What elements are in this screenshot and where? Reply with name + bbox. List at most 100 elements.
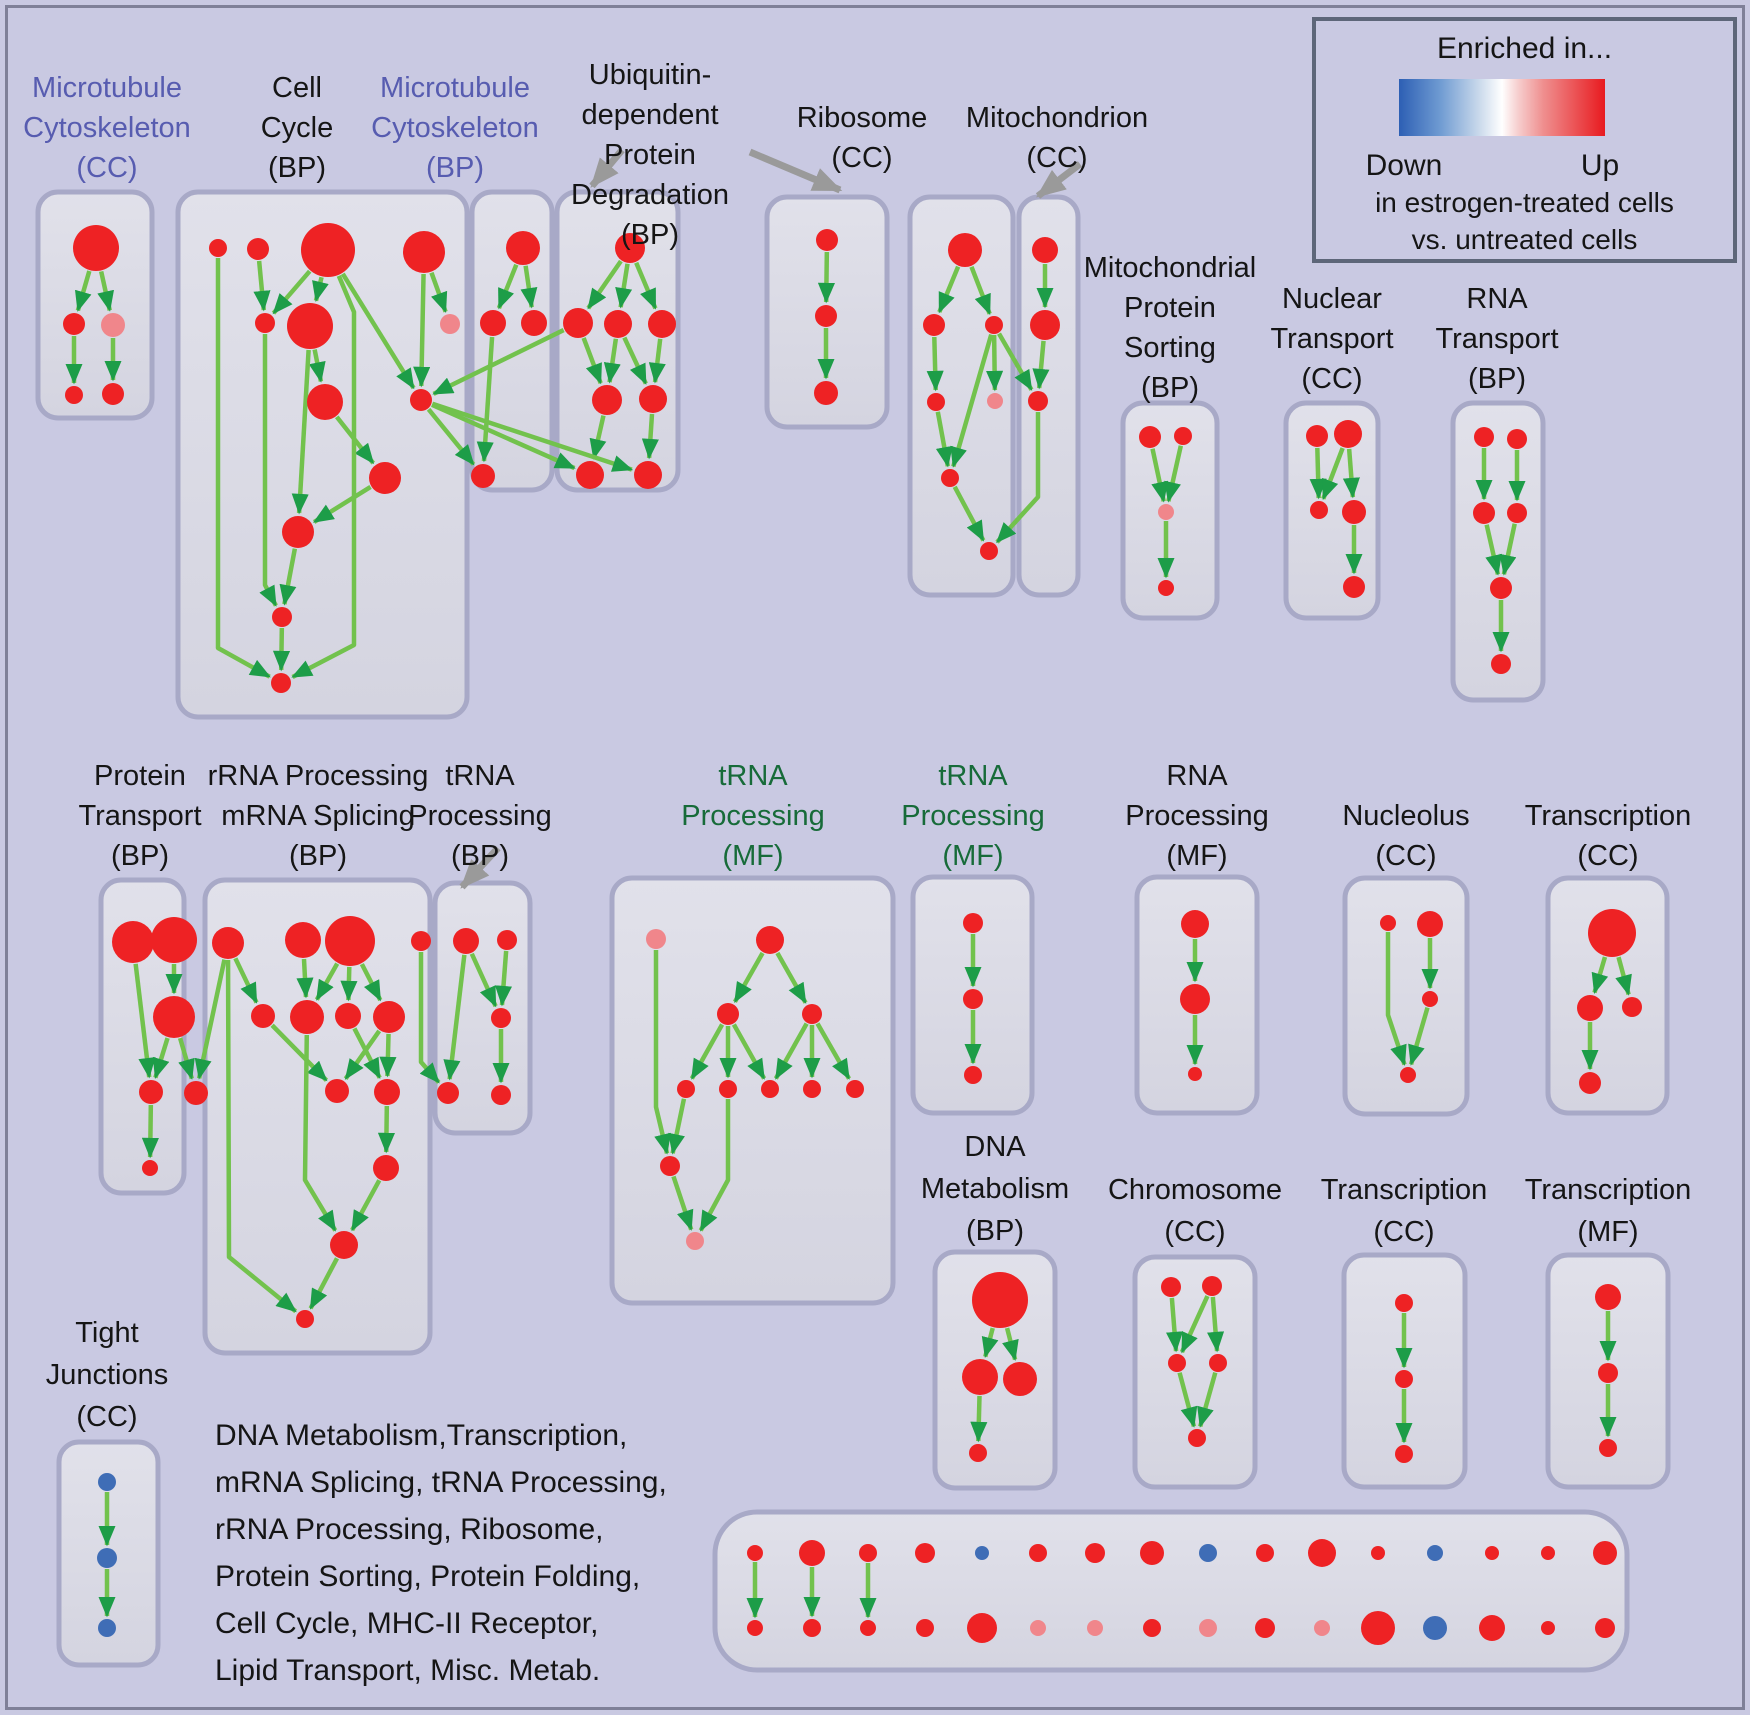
go-node-cc-c6 <box>287 303 333 349</box>
cluster-label-txcc2: Transcription (CC) <box>1320 1174 1488 1248</box>
relation-edge <box>815 1022 851 1080</box>
relation-edge <box>1207 1296 1225 1353</box>
relation-edge <box>271 269 312 315</box>
legend-gradient-bar <box>1399 79 1605 136</box>
go-node-mito-t2 <box>1030 310 1060 340</box>
cluster-label-tight: Tight Junctions (CC) <box>45 1317 169 1433</box>
go-node-txcc2-y1 <box>1395 1294 1413 1312</box>
go-node-msort-s3 <box>1158 504 1174 520</box>
relation-edge <box>653 950 671 1155</box>
go-node-strip-b6 <box>1030 1620 1046 1636</box>
cluster-label-nucl: Nucleolus (CC) <box>1342 800 1470 872</box>
relation-edge <box>1164 445 1184 503</box>
go-node-trnabp-t2 <box>497 930 517 950</box>
go-node-strip-a2 <box>799 1540 825 1566</box>
cluster-box-chrom <box>1132 1254 1258 1490</box>
relation-edge <box>476 336 495 463</box>
go-node-ubq-u7 <box>576 461 604 489</box>
go-node-rrna-n13 <box>330 1231 358 1259</box>
relation-edge <box>1166 1297 1184 1353</box>
go-node-chrom-k2 <box>1202 1276 1222 1296</box>
relation-edge <box>1499 523 1517 576</box>
relation-edge <box>1342 448 1360 499</box>
relation-edge <box>668 1098 687 1155</box>
relation-edge <box>343 1029 382 1081</box>
cluster-box-nucl <box>1342 875 1470 1117</box>
go-node-rnamf-q2 <box>1180 984 1210 1014</box>
relation-edge <box>75 270 92 312</box>
go-node-rtrans-x5 <box>1490 577 1512 599</box>
go-node-strip-b2 <box>803 1619 821 1637</box>
go-node-ribo-r7 <box>980 542 998 560</box>
relation-edge <box>133 963 156 1079</box>
go-node-ubq-u4 <box>648 310 676 338</box>
go-node-ptrans-p3 <box>153 996 195 1038</box>
go-node-ribo-r4 <box>927 393 945 411</box>
cluster-label-mcc: Microtubule Cytoskeleton (CC) <box>23 72 191 184</box>
relation-edge <box>926 336 944 392</box>
go-node-msort-s1 <box>1139 426 1161 448</box>
relation-edge <box>194 959 227 1080</box>
relation-edge <box>520 265 538 309</box>
go-node-rrna-n6 <box>290 1000 324 1034</box>
relation-edge <box>634 261 658 310</box>
go-node-txcc-w1 <box>1588 909 1636 957</box>
go-node-cc-c1 <box>209 239 227 257</box>
relation-edge <box>429 271 448 314</box>
cluster-box-mtbp <box>469 189 555 493</box>
go-node-dnam-d1 <box>972 1272 1028 1328</box>
go-node-trnamf-g11 <box>686 1232 704 1250</box>
relation-edge <box>731 1023 767 1080</box>
relation-edge <box>225 959 298 1314</box>
go-node-ptrans-p1 <box>112 921 154 963</box>
go-node-msort-s4 <box>1158 580 1174 596</box>
go-node-strip-a11 <box>1308 1539 1336 1567</box>
relation-edge <box>296 958 314 999</box>
relation-edge <box>340 966 358 1002</box>
relation-edge <box>413 273 431 388</box>
go-node-mito-t3 <box>1028 391 1048 411</box>
go-node-rrna-n3 <box>325 916 375 966</box>
relation-edge <box>937 265 961 314</box>
go-node-mito-t1 <box>1032 237 1058 263</box>
relation-edge <box>1177 1372 1198 1428</box>
relation-edge <box>377 1105 396 1154</box>
go-node-rtrans-x4 <box>1507 503 1527 523</box>
relation-edge <box>359 963 383 1002</box>
go-node-trnamf-g3 <box>717 1003 739 1025</box>
go-node-rnamf-q3 <box>1188 1067 1202 1081</box>
relation-edge <box>431 401 634 472</box>
go-node-ubq-u3 <box>604 310 632 338</box>
go-node-tight-j2 <box>97 1548 117 1568</box>
relation-edge <box>431 402 576 471</box>
relation-edge <box>775 951 808 1004</box>
go-node-trnabp-t5 <box>491 1085 511 1105</box>
go-node-chrom-k3 <box>1168 1354 1186 1372</box>
go-node-tight-j3 <box>98 1619 116 1637</box>
relation-edge <box>689 1023 725 1080</box>
relation-edge <box>494 950 512 1007</box>
cluster-label-rrna: rRNA Processing mRNA Splicing (BP) <box>207 760 429 872</box>
go-node-ptrans-p2 <box>151 917 197 963</box>
go-node-txcc-w4 <box>1579 1072 1601 1094</box>
cluster-label-cc: Cell Cycle (BP) <box>260 72 334 184</box>
relation-edge <box>291 349 311 515</box>
legend-caption-1: in estrogen-treated cells <box>1375 187 1674 218</box>
go-node-chrom-k5 <box>1188 1429 1206 1447</box>
relation-edge <box>312 485 372 524</box>
relation-edge <box>233 957 259 1004</box>
relation-edge <box>215 258 271 679</box>
go-node-ntrans-p4 <box>1342 500 1366 524</box>
go-node-rrna-n8 <box>373 1001 405 1033</box>
go-node-ntrans-p2 <box>1334 420 1362 448</box>
go-node-mtbp-m4 <box>471 464 495 488</box>
relation-edge <box>152 1037 170 1079</box>
go-node-ribo-r2 <box>923 314 945 336</box>
go-node-strip-a8 <box>1140 1541 1164 1565</box>
go-node-strip-b9 <box>1199 1619 1217 1637</box>
relation-edge <box>986 334 1004 392</box>
relation-edge <box>97 270 114 312</box>
cluster-label-trnamf2: tRNA Processing (MF) <box>901 760 1045 872</box>
go-node-strip-b16 <box>1595 1618 1615 1638</box>
